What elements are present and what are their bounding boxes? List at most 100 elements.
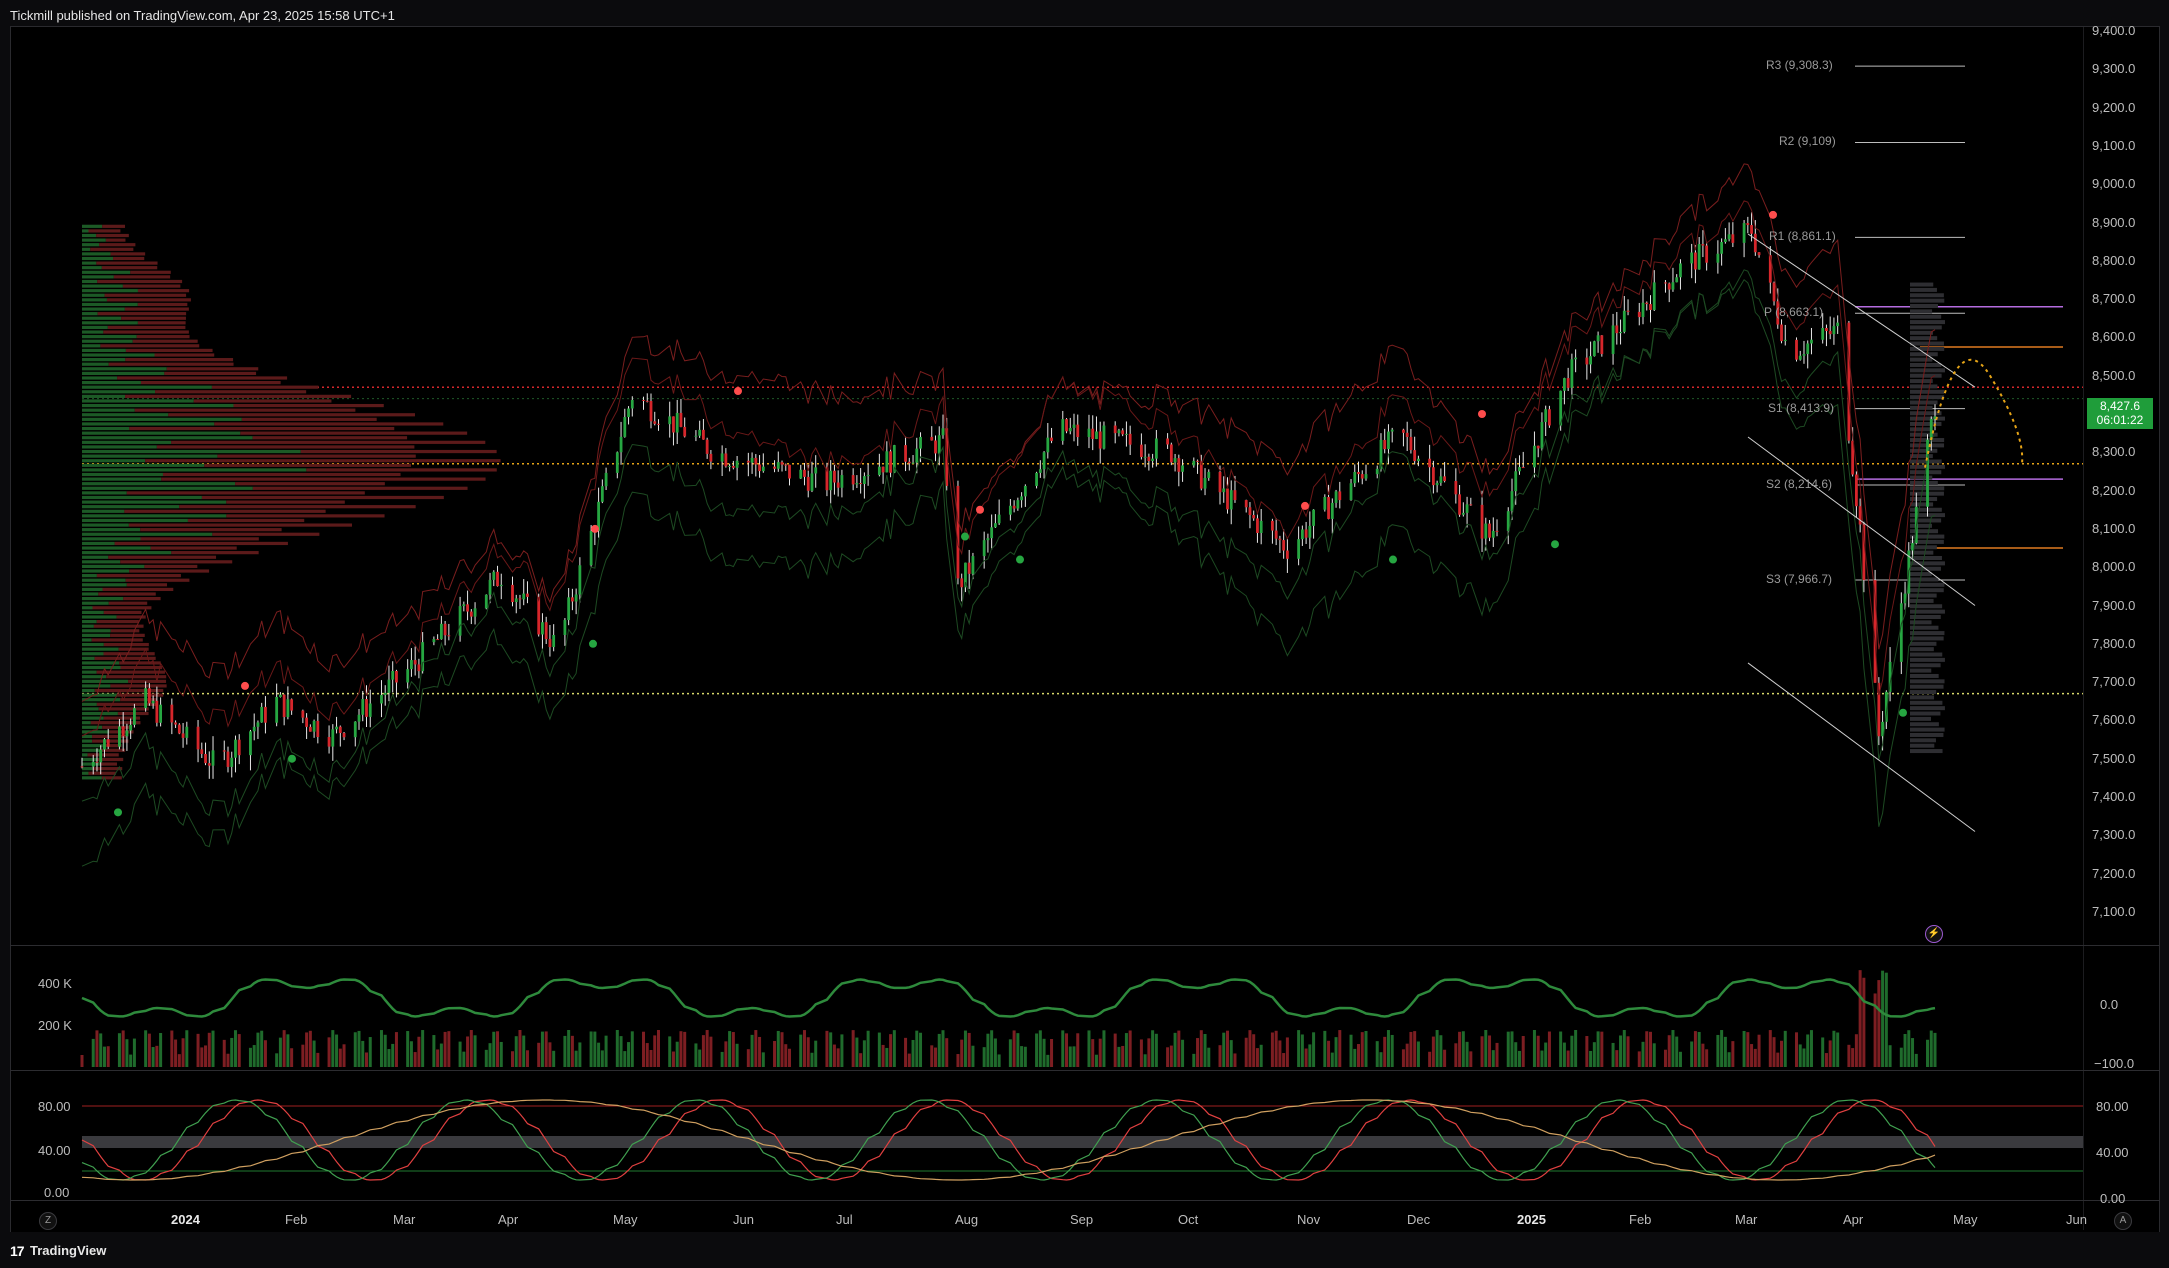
zoom-button[interactable]: Z (39, 1212, 57, 1230)
volume-profile-bar (1910, 588, 1944, 593)
volume-profile-bar (82, 675, 107, 679)
candle-body (803, 469, 806, 477)
candle-body (679, 412, 683, 427)
volume-bar (623, 1051, 627, 1067)
volume-bar (1600, 1031, 1604, 1067)
candle-body (118, 726, 121, 747)
volume-bar (256, 1032, 260, 1067)
candle-body (526, 593, 529, 597)
volume-profile-bar (226, 500, 345, 504)
volume-profile-bar (98, 707, 149, 711)
candle-body (1248, 507, 1252, 516)
volume-bar (1626, 1036, 1630, 1067)
volume-profile-bar (82, 284, 123, 288)
volume-bar (1274, 1030, 1278, 1067)
volume-bar (1645, 1031, 1649, 1067)
time-label: Sep (1070, 1212, 1094, 1227)
volume-profile-bar (82, 707, 99, 711)
volume-profile-bar (156, 445, 415, 449)
volume-profile-bar (82, 555, 109, 559)
volume-bar (1244, 1037, 1248, 1067)
signal-dot (241, 681, 249, 690)
published-text: Tickmill published on TradingView.com, A… (10, 8, 395, 23)
volume-profile-bar (116, 615, 146, 619)
volume-bar (200, 1047, 204, 1067)
lightning-icon[interactable]: ⚡ (1925, 925, 1943, 943)
volume-profile-bar (82, 440, 172, 444)
auto-scale-button[interactable]: A (2114, 1212, 2132, 1230)
volume-profile-bar (252, 436, 408, 440)
pivot-label: S3 (7,966.7) (1766, 571, 1833, 586)
volume-bar (907, 1053, 911, 1067)
candle-body (619, 436, 623, 453)
volume-bar (510, 1051, 514, 1067)
volume-bar (836, 1048, 840, 1067)
volume-profile-bar (82, 325, 108, 330)
candle-body (1518, 467, 1521, 472)
volume-profile-bar (1910, 357, 1933, 362)
volume-profile-bar (97, 312, 187, 316)
pane-divider-stoch[interactable] (10, 1070, 2160, 1071)
volume-bar (447, 1031, 451, 1067)
candle-body (657, 423, 660, 425)
volume-bar (1304, 1048, 1308, 1067)
volume-bar (170, 1030, 174, 1067)
volume-bar (1196, 1038, 1200, 1067)
volume-bar (1806, 1034, 1810, 1067)
volume-profile-bar (1910, 652, 1943, 657)
candle-body (1911, 543, 1914, 551)
candle-body (462, 604, 466, 607)
volume-bar (1435, 1030, 1439, 1067)
volume-bar (1780, 1040, 1784, 1067)
volume-bar (802, 1030, 806, 1067)
candle-body (709, 453, 713, 462)
volume-profile-bar (1910, 400, 1938, 405)
volume-profile-bar (193, 399, 332, 403)
volume-bar (1926, 1039, 1930, 1067)
volume-bar (683, 1031, 687, 1067)
volume-bar (540, 1031, 544, 1067)
volume-bar (1360, 1032, 1364, 1067)
volume-profile-bar (90, 721, 141, 725)
volume-profile-bar (1910, 550, 1934, 555)
volume-bar (570, 1035, 574, 1067)
volume-bar (735, 1043, 739, 1067)
candle-body (1649, 304, 1652, 310)
candle-body (1750, 225, 1753, 234)
price-label: 8,600.0 (2092, 329, 2136, 345)
candle-body (735, 460, 739, 468)
candle-body (1050, 437, 1053, 441)
candle-body (496, 571, 499, 587)
pane-divider-volume[interactable] (10, 945, 2160, 946)
volume-bar (159, 1033, 163, 1067)
chart-frame[interactable] (10, 26, 2160, 1233)
candle-body (1795, 339, 1798, 360)
volume-profile-bar (82, 574, 97, 578)
volume-profile-bar (1910, 529, 1939, 534)
candle-body (1873, 580, 1877, 683)
volume-profile-bar (1910, 700, 1943, 705)
volume-bar (391, 1043, 395, 1067)
candle-body (904, 445, 907, 462)
volume-bar (106, 1046, 110, 1067)
volume-profile-bar (166, 367, 259, 371)
volume-bar (1559, 1031, 1563, 1067)
pivot-label: R2 (9,109) (1779, 134, 1836, 149)
volume-bar (147, 1033, 151, 1067)
volume-profile-bar (82, 376, 118, 380)
volume-bar (305, 1032, 309, 1067)
volume-profile-bar (82, 523, 129, 527)
stoch-label-40-right: 40.00 (2096, 1145, 2129, 1160)
candle-body (892, 445, 896, 473)
volume-profile-bar (82, 716, 104, 720)
volume-profile-bar (137, 289, 190, 293)
volume-bar (379, 1030, 383, 1067)
volume-bar (1128, 1030, 1132, 1067)
candle-body (1679, 263, 1682, 278)
candle-body (1469, 504, 1473, 506)
candle-body (1327, 497, 1330, 519)
volume-profile-bar (102, 744, 122, 748)
volume-profile-bar (1910, 459, 1942, 464)
candle-body (1667, 283, 1671, 290)
